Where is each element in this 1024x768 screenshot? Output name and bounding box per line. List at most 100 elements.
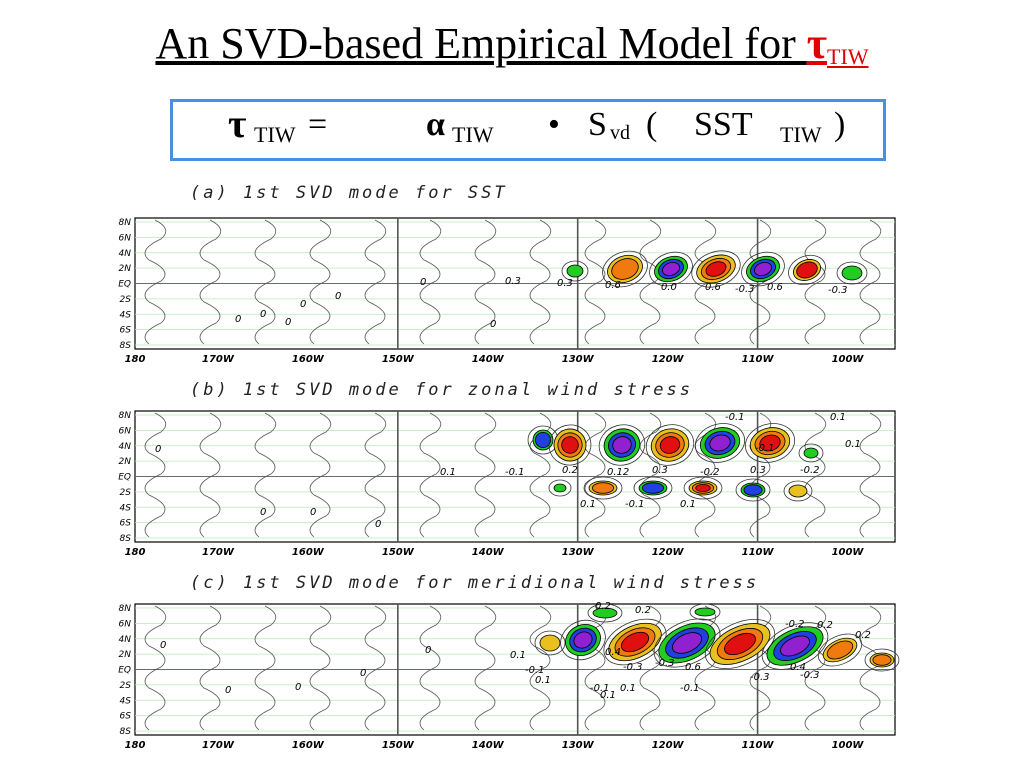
tau-subscript: TIW xyxy=(827,44,869,69)
y-tick-label: EQ xyxy=(118,280,131,290)
meridional-anomaly-warm-contour xyxy=(534,630,566,656)
background-contour xyxy=(144,219,167,345)
x-tick-label: 100W xyxy=(832,547,865,558)
contour-label: 0.2 xyxy=(855,630,871,641)
eq-equals: = xyxy=(308,106,328,143)
contour-label: -0.1 xyxy=(525,665,545,676)
background-contour xyxy=(364,219,387,345)
contour-label: -0.1 xyxy=(755,443,775,454)
slide-title: An SVD-based Empirical Model for τTIW xyxy=(0,18,1024,70)
meridional-anomaly-green xyxy=(694,607,716,617)
meridional-anomaly-cold xyxy=(573,631,593,649)
background-contour xyxy=(144,412,167,538)
background-contour xyxy=(199,219,222,345)
x-tick-label: 170W xyxy=(202,354,235,365)
contour-label: 0.4 xyxy=(605,647,621,658)
eq-lhs-tau: τ xyxy=(228,101,247,146)
x-tick-label: 120W xyxy=(652,547,685,558)
background-contour xyxy=(474,412,497,538)
contour-label: 0 xyxy=(260,507,266,518)
sst-anomaly-green xyxy=(566,264,584,278)
contour-label: 0.2 xyxy=(635,605,651,616)
panel-a-plot: 8N 6N 4N 2N EQ 2S 4S 6S 8S 180 170W 160W 150W 140W 130… xyxy=(118,217,896,365)
background-contour xyxy=(584,605,607,731)
contour-label: -0.2 xyxy=(700,467,720,478)
sst-anomaly-warm-contour xyxy=(602,250,648,288)
y-tick-label: 2N xyxy=(119,264,132,274)
tau-symbol: τ xyxy=(806,19,828,68)
contour-label: 0.2 xyxy=(562,465,578,476)
y-tick-label: 6S xyxy=(120,326,132,336)
background-contour xyxy=(639,412,662,538)
y-tick-label: 6N xyxy=(119,426,132,436)
background-contour xyxy=(584,219,607,345)
background-contour xyxy=(419,412,442,538)
x-tick-label: 150W xyxy=(382,740,415,751)
contour-label: 0 xyxy=(155,444,161,455)
contour-label: 0.1 xyxy=(600,690,616,701)
background-contour xyxy=(584,412,607,538)
y-tick-label: 6S xyxy=(120,519,132,529)
y-tick-label: 2N xyxy=(119,457,132,467)
contour-label: 0.2 xyxy=(817,620,833,631)
x-tick-label: 110W xyxy=(742,354,775,365)
x-tick-label: 180 xyxy=(125,354,146,365)
meridional-anomaly-cold-contour xyxy=(653,618,721,668)
background-contour xyxy=(639,219,662,345)
background-contour xyxy=(474,219,497,345)
x-tick-label: 100W xyxy=(832,354,865,365)
contour-label: -0.3 xyxy=(735,284,755,295)
background-contour xyxy=(694,605,717,731)
meridional-anomaly-warm-contour xyxy=(817,633,863,667)
eq-alpha-sub: TIW xyxy=(452,122,494,147)
equation: τ TIW = α TIW • S vd ( SST TIW ) xyxy=(170,101,886,158)
eq-s-sub: vd xyxy=(610,122,630,144)
eq-s: S xyxy=(588,106,607,143)
background-contour xyxy=(804,219,827,345)
x-tick-label: 140W xyxy=(472,354,505,365)
y-tick-label: 2N xyxy=(119,650,132,660)
background-contour xyxy=(199,605,222,731)
contour-label: 0.1 xyxy=(580,499,596,510)
background-contour xyxy=(529,605,552,731)
background-contour xyxy=(309,412,332,538)
background-contour xyxy=(419,605,442,731)
y-tick-label: 2S xyxy=(120,295,132,305)
x-tick-label: 160W xyxy=(292,354,325,365)
zonal-anomaly-warm-contour xyxy=(548,424,592,466)
zonal-anomaly-warm-contour xyxy=(683,476,723,500)
y-tick-label: 4N xyxy=(119,635,132,645)
x-tick-label: 140W xyxy=(472,740,505,751)
background-contour xyxy=(474,605,497,731)
sst-anomaly-warm xyxy=(611,258,639,280)
x-tick-label: 130W xyxy=(562,740,595,751)
contour-label: 0.6 xyxy=(605,280,621,291)
contour-label: 0.3 xyxy=(505,276,521,287)
y-tick-label: 8N xyxy=(119,604,132,614)
x-tick-label: 120W xyxy=(652,354,685,365)
contour-label: 0.1 xyxy=(510,650,526,661)
meridional-anomaly-warm-contour xyxy=(864,648,900,672)
contour-label: 0.1 xyxy=(620,683,636,694)
meridional-anomaly-warm xyxy=(620,631,650,653)
zonal-anomaly-cold-contour xyxy=(633,476,673,500)
contour-label: 0 xyxy=(420,277,426,288)
contour-label: 0.1 xyxy=(680,499,696,510)
contour-label: 0 xyxy=(295,682,301,693)
contour-label: 0.0 xyxy=(661,282,677,293)
eq-close-paren: ) xyxy=(834,106,846,143)
y-tick-label: 4S xyxy=(120,310,132,320)
x-tick-label: 170W xyxy=(202,740,235,751)
background-contour xyxy=(859,605,882,731)
x-tick-label: 150W xyxy=(382,547,415,558)
background-contour xyxy=(639,605,662,731)
zonal-anomaly-warm xyxy=(759,434,781,452)
contour-label: -0.3 xyxy=(800,670,820,681)
panel-a-title: (a) 1st SVD mode for SST xyxy=(190,183,508,203)
zonal-anomaly-cold xyxy=(743,484,763,496)
x-tick-label: 110W xyxy=(742,740,775,751)
contour-label: 0.1 xyxy=(535,675,551,686)
zonal-anomaly-cold xyxy=(612,436,632,454)
zonal-anomaly-warm-contour xyxy=(645,424,695,466)
background-contour xyxy=(254,219,277,345)
